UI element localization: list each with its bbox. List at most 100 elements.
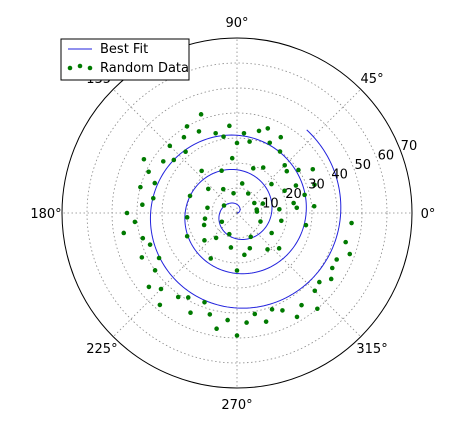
- data-point-29: [282, 188, 287, 194]
- best-fit-layer: [149, 129, 342, 309]
- data-point-34: [282, 162, 288, 168]
- data-point-74: [152, 180, 158, 186]
- data-point-87: [234, 140, 240, 146]
- grid-spoke-135: [112, 88, 238, 214]
- data-point-101: [260, 165, 266, 170]
- data-point-69: [278, 134, 284, 140]
- data-point-6: [219, 219, 225, 225]
- data-point-85: [310, 166, 316, 172]
- data-point-106: [184, 233, 190, 239]
- data-point-95: [202, 299, 207, 305]
- data-point-33: [296, 167, 301, 173]
- data-point-63: [334, 257, 339, 262]
- data-point-21: [250, 166, 256, 171]
- data-point-64: [343, 239, 348, 245]
- data-point-37: [256, 128, 262, 134]
- data-point-51: [152, 268, 158, 273]
- data-point-9: [258, 219, 263, 224]
- radial-tick-20: 20: [285, 187, 302, 202]
- data-point-14: [201, 222, 207, 228]
- legend-random-data-label: Random Data: [100, 61, 189, 76]
- data-point-99: [329, 265, 335, 271]
- data-point-77: [146, 284, 152, 290]
- data-point-5: [221, 203, 227, 208]
- data-point-53: [175, 294, 181, 300]
- data-point-19: [277, 207, 282, 212]
- data-point-107: [208, 256, 214, 261]
- data-point-57: [244, 320, 249, 325]
- data-point-22: [219, 168, 224, 174]
- grid-circle-30: [161, 137, 313, 289]
- data-point-61: [312, 288, 318, 294]
- data-point-46: [138, 184, 143, 190]
- data-point-50: [139, 255, 145, 260]
- data-point-58: [263, 319, 269, 324]
- data-point-68: [284, 168, 290, 174]
- radial-tick-labels: 10 20 30 40 50 60 70: [262, 139, 417, 211]
- legend-dot-1: [77, 63, 83, 69]
- data-point-60: [299, 302, 304, 308]
- data-point-31: [302, 192, 307, 198]
- data-point-18: [269, 230, 274, 236]
- data-point-76: [147, 242, 153, 247]
- data-point-45: [146, 169, 151, 175]
- data-point-100: [291, 200, 296, 206]
- data-point-28: [279, 218, 284, 224]
- data-point-30: [294, 205, 300, 211]
- angle-tick-90: 90°: [225, 16, 248, 31]
- data-point-24: [202, 216, 208, 221]
- data-point-65: [349, 220, 354, 226]
- data-point-48: [132, 219, 138, 225]
- data-point-102: [229, 155, 235, 161]
- data-point-59: [280, 308, 285, 313]
- data-point-36: [267, 140, 273, 146]
- radial-tick-30: 30: [308, 177, 325, 192]
- angle-tick-225: 225°: [86, 342, 117, 357]
- grid-spoke-315: [236, 212, 362, 338]
- data-point-27: [265, 247, 270, 252]
- random-data-layer: [121, 112, 354, 338]
- data-point-109: [276, 246, 282, 251]
- data-point-89: [183, 149, 188, 155]
- data-point-47: [140, 202, 145, 208]
- data-point-16: [228, 245, 234, 250]
- data-point-4: [231, 191, 236, 196]
- best-fit-line: [149, 129, 342, 309]
- data-point-32: [293, 183, 299, 188]
- data-point-81: [294, 314, 300, 320]
- data-point-80: [252, 311, 258, 317]
- data-point-8: [248, 234, 254, 240]
- data-point-44: [160, 159, 166, 164]
- data-point-17: [247, 245, 253, 251]
- data-point-88: [198, 112, 204, 117]
- data-point-35: [277, 149, 283, 154]
- data-point-104: [187, 193, 193, 199]
- data-point-62: [328, 276, 334, 282]
- data-point-23: [205, 186, 211, 192]
- data-point-72: [184, 124, 190, 129]
- data-point-103: [199, 168, 204, 174]
- data-point-91: [150, 195, 156, 201]
- data-point-54: [188, 310, 193, 315]
- data-point-82: [317, 279, 322, 285]
- data-point-79: [214, 326, 219, 332]
- data-point-2: [252, 200, 257, 206]
- data-point-108: [234, 268, 240, 273]
- data-point-41: [196, 129, 202, 134]
- angle-tick-180: 180°: [30, 207, 61, 222]
- data-point-97: [269, 307, 275, 312]
- data-point-86: [265, 126, 271, 131]
- data-point-78: [185, 295, 191, 300]
- data-point-11: [239, 181, 245, 186]
- radial-tick-50: 50: [354, 158, 371, 173]
- data-point-96: [234, 333, 240, 338]
- data-point-20: [269, 181, 274, 187]
- legend-random-data-swatch: [67, 63, 93, 71]
- data-point-71: [221, 134, 226, 139]
- angle-tick-0: 0°: [421, 207, 436, 222]
- grid-circle-20: [186, 162, 288, 264]
- radial-tick-40: 40: [331, 168, 348, 183]
- data-point-15: [213, 235, 219, 241]
- data-point-7: [227, 231, 232, 237]
